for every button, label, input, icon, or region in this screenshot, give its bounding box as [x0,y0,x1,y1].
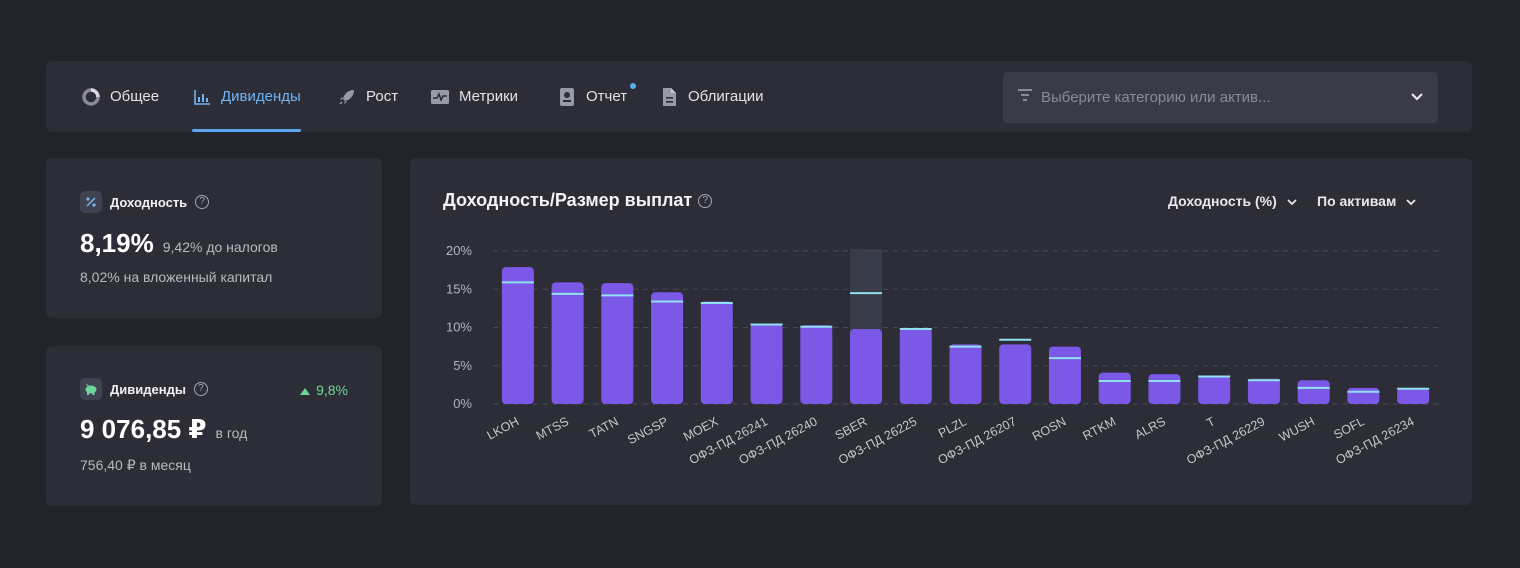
tab-report[interactable]: Отчет [557,61,627,132]
bar [601,283,634,404]
bar-chart-icon [192,87,212,107]
top-nav-bar: Общее Дивиденды Рост Метрики Отчет Облиг… [46,61,1472,132]
bar [501,267,534,404]
help-icon[interactable]: ? [193,382,208,396]
yield-value: 8,19% [80,228,154,258]
x-tick-label: SNGSP [625,414,670,447]
tab-dividends[interactable]: Дивиденды [192,61,301,132]
metric-dropdown-label: Доходность (%) [1168,193,1277,209]
chevron-down-icon [1410,89,1424,107]
report-icon [557,87,577,107]
y-tick-label: 0% [453,396,472,411]
x-tick-label: RTKM [1080,414,1118,443]
dividends-change-value: 9,8% [316,382,348,398]
document-icon [659,87,679,107]
dividends-label: Дивиденды [110,381,186,397]
x-tick-label: SOFL [1331,414,1366,442]
tab-label: Дивиденды [221,88,301,105]
bar [1247,378,1280,404]
group-dropdown[interactable]: По активам [1317,193,1416,209]
tab-metrics[interactable]: Метрики [430,61,518,132]
category-select[interactable]: Выберите категорию или актив... [1003,72,1438,123]
x-tick-label: LKOH [485,414,522,442]
dividends-value-row: 9 076,85 ₽ в год [80,414,247,445]
chevron-down-icon [1287,193,1297,209]
percent-icon [80,191,102,213]
bar [1198,375,1231,404]
bar [750,323,783,404]
bar [1048,346,1081,404]
tab-label: Метрики [459,88,519,105]
rocket-icon [337,87,357,107]
bar [800,325,833,404]
bar [1148,374,1181,404]
bar [999,344,1032,404]
dividends-monthly: 756,40 ₽ в месяц [80,457,191,473]
tab-label: Облигации [688,88,764,105]
y-tick-label: 5% [453,358,472,373]
yield-on-capital: 8,02% на вложенный капитал [80,269,273,285]
y-tick-label: 20% [446,243,472,258]
dividends-card: Дивиденды ? 9,8% 9 076,85 ₽ в год 756,40… [46,346,382,506]
donut-icon [81,87,101,107]
group-dropdown-label: По активам [1317,193,1397,209]
x-tick-label: TATN [587,414,621,441]
yield-value-row: 8,19% 9,42% до налогов [80,228,278,259]
tab-label: Общее [110,88,160,105]
x-tick-label: MTSS [534,414,571,443]
yield-label: Доходность [110,194,188,210]
tab-bonds[interactable]: Облигации [659,61,764,132]
yield-bar-chart: 0%5%10%15%20%LKOH MTSS TATN SNGSP MOEXОФЗ-ПД… [446,243,1438,467]
piggy-bank-icon [80,378,102,400]
bar [949,344,982,404]
bar [1098,372,1131,404]
help-icon[interactable]: ? [698,193,713,208]
x-tick-label: ALRS [1132,414,1167,442]
tab-general[interactable]: Общее [81,61,159,132]
bar [551,282,584,404]
yield-card: Доходность ? 8,19% 9,42% до налогов 8,02… [46,158,382,318]
notification-dot [630,83,636,89]
dividends-period: в год [215,425,248,441]
pulse-icon [430,87,450,107]
tab-growth[interactable]: Рост [337,61,398,132]
dividends-value: 9 076,85 ₽ [80,414,207,444]
help-icon[interactable]: ? [195,195,210,209]
y-tick-label: 10% [446,320,472,335]
y-tick-label: 15% [446,281,472,296]
bar [899,328,932,404]
x-tick-label: T [1204,414,1218,430]
chart-title: Доходность/Размер выплат [443,190,693,210]
bar [651,292,684,404]
x-tick-label: ROSN [1030,414,1068,443]
x-tick-label: WUSH [1277,414,1317,444]
x-tick-label: ОФЗ-ПД 26229 [1184,414,1267,467]
triangle-up-icon [300,382,311,398]
filter-icon [1017,88,1033,107]
tab-label: Отчет [586,88,628,105]
category-select-placeholder: Выберите категорию или актив... [1041,89,1271,106]
yield-label-row: Доходность ? [80,191,210,213]
bar [1297,380,1330,404]
metric-dropdown[interactable]: Доходность (%) [1168,193,1297,209]
yield-before-tax: 9,42% до налогов [162,239,278,255]
bar [1347,387,1380,404]
dividends-change: 9,8% [300,382,348,398]
x-tick-label: PLZL [936,414,969,440]
bar [700,301,733,404]
tab-label: Рост [366,88,399,105]
bar [1397,387,1430,404]
chevron-down-icon [1406,193,1416,209]
dividends-label-row: Дивиденды ? [80,378,208,400]
x-tick-label: SBER [833,414,870,442]
chart-title-row: Доходность/Размер выплат ? [443,190,713,211]
chart-card: 0% 5% 10% 15% 20% LKOH MTSS TATN SNGSP MOEX ОФЗ-ПД… [410,158,1472,505]
bar [850,329,883,404]
